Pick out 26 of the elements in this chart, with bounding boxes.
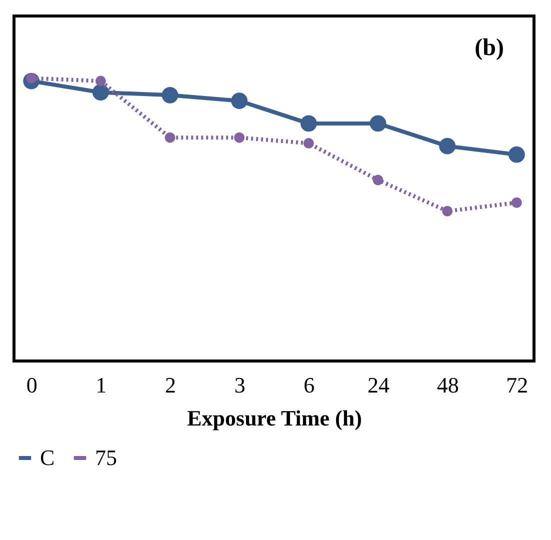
legend-label: 75 — [95, 445, 117, 470]
point — [231, 92, 248, 110]
point — [508, 146, 525, 163]
x-axis-title: Exposure Time (h) — [187, 406, 362, 430]
x-tick-label: 72 — [506, 372, 528, 398]
point — [372, 174, 384, 186]
point — [92, 84, 109, 101]
x-tick-label: 0 — [26, 372, 38, 398]
x-tick-label: 3 — [234, 372, 246, 398]
point — [300, 115, 317, 132]
point — [162, 86, 178, 104]
point — [164, 132, 176, 143]
x-tick-label: 2 — [165, 372, 176, 398]
point — [234, 132, 245, 143]
point — [95, 76, 106, 86]
point — [442, 206, 453, 216]
legend-label: C — [40, 445, 55, 470]
text: (b) — [474, 35, 504, 61]
x-tick-label: 48 — [436, 372, 459, 398]
x-tick-label: 1 — [96, 372, 107, 398]
point — [511, 197, 522, 208]
point — [303, 138, 314, 148]
x-tick-label: 6 — [304, 372, 315, 398]
point — [439, 138, 456, 154]
point — [370, 115, 386, 132]
x-tick-label: 24 — [368, 372, 390, 398]
